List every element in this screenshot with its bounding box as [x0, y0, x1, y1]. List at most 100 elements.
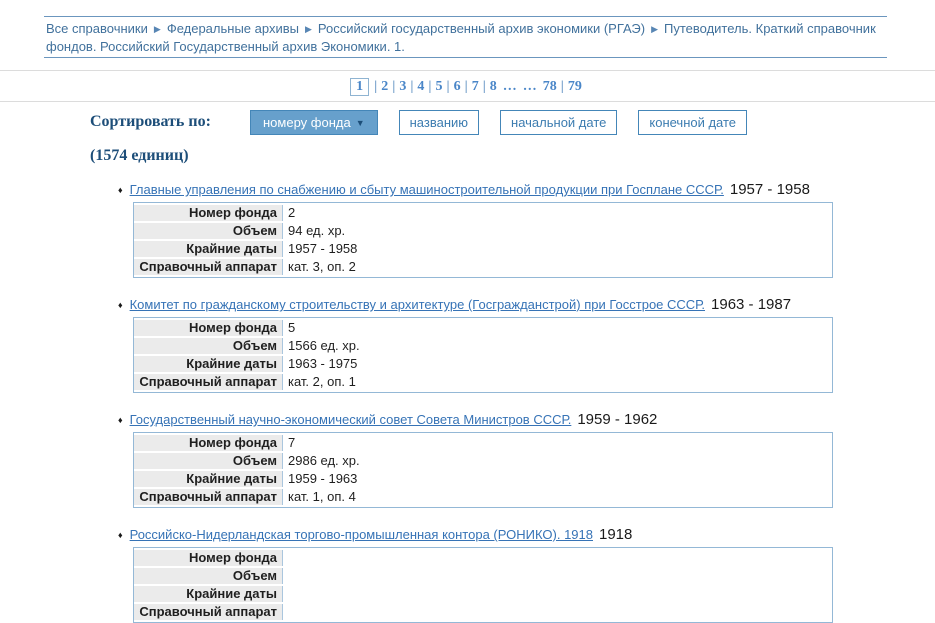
reference-apparatus-value: кат. 2, оп. 1 — [288, 374, 356, 389]
table-row: Объем — [134, 568, 832, 584]
fond-dates: 1957 - 1958 — [729, 181, 810, 198]
volume-label: Объем — [134, 568, 283, 584]
table-row: Справочный аппарат кат. 1, оп. 4 — [134, 489, 832, 505]
pagination: 1 | 2 | 3 | 4 | 5 | 6 | 7 | 8…… 78 | 79 — [0, 71, 935, 101]
sort-by-start-date-button[interactable]: начальной дате — [500, 109, 618, 135]
table-row: Справочный аппарат кат. 3, оп. 2 — [134, 259, 832, 275]
table-row: Крайние даты 1957 - 1958 — [134, 241, 832, 257]
breadcrumb-arrow-icon: ▶ — [651, 24, 658, 34]
pagination-separator: | — [410, 79, 414, 94]
fond-details-table: Номер фонда 7 Объем 2986 ед. хр. Крайние д… — [133, 432, 833, 508]
pagination-separator: | — [374, 79, 378, 94]
table-row: Объем 94 ед. хр. — [134, 223, 832, 239]
fond-title-row: ♦ Комитет по гражданскому строительству и… — [118, 297, 935, 313]
sort-by-fond-number-label: номеру фонда — [263, 114, 351, 130]
reference-apparatus-label: Справочный аппарат — [134, 259, 283, 275]
fond-number-label: Номер фонда — [134, 550, 283, 566]
reference-apparatus-value: кат. 3, оп. 2 — [288, 259, 356, 274]
pagination-page-4[interactable]: 4 — [417, 79, 425, 94]
fond-title-link[interactable]: Государственный научно-экономический сов… — [129, 412, 572, 427]
pagination-page-79[interactable]: 79 — [567, 79, 582, 94]
fond-number-value: 7 — [288, 435, 296, 450]
volume-label: Объем — [134, 223, 283, 239]
diamond-bullet-icon: ♦ — [118, 530, 123, 540]
table-row: Номер фонда 7 — [134, 435, 832, 451]
date-range-value: 1963 - 1975 — [288, 356, 358, 371]
breadcrumb-link-all-directories[interactable]: Все справочники — [46, 21, 148, 36]
volume-label: Объем — [134, 453, 283, 469]
breadcrumb-current-page: Путеводитель. Краткий справочник фондов.… — [46, 21, 876, 54]
pagination-separator: | — [446, 79, 450, 94]
sort-by-title-button[interactable]: названию — [398, 109, 480, 135]
pagination-page-8[interactable]: 8 — [489, 79, 497, 94]
fond-number-value — [283, 550, 832, 566]
table-row: Объем 2986 ед. хр. — [134, 453, 832, 469]
pagination-page-78[interactable]: 78 — [542, 79, 557, 94]
table-row: Номер фонда 5 — [134, 320, 832, 336]
breadcrumb-arrow-icon: ▶ — [153, 24, 161, 34]
fond-number-label: Номер фонда — [134, 320, 283, 336]
diamond-bullet-icon: ♦ — [118, 300, 123, 310]
pagination-current-page: 1 — [350, 78, 370, 96]
fond-details-table: Номер фонда 2 Объем 94 ед. хр. Крайние дат… — [133, 202, 833, 278]
pagination-page-5[interactable]: 5 — [435, 79, 443, 94]
fond-number-value: 2 — [288, 205, 296, 220]
diamond-bullet-icon: ♦ — [118, 185, 123, 195]
volume-value: 94 ед. хр. — [288, 223, 346, 238]
divider-line — [0, 101, 935, 102]
fond-number-value: 5 — [288, 320, 296, 335]
chevron-down-icon: ▼ — [355, 117, 365, 128]
fond-dates: 1959 - 1962 — [577, 411, 658, 428]
results-count: (1574 единиц) — [90, 147, 189, 164]
pagination-ellipsis: … — [502, 79, 517, 94]
reference-apparatus-value — [283, 604, 832, 620]
date-range-label: Крайние даты — [134, 356, 283, 372]
table-row: Крайние даты — [134, 586, 832, 602]
fond-title-link[interactable]: Российско-Нидерландская торгово-промышле… — [129, 527, 593, 542]
fond-number-label: Номер фонда — [134, 435, 283, 451]
pagination-separator: | — [482, 79, 486, 94]
reference-apparatus-label: Справочный аппарат — [134, 604, 283, 620]
reference-apparatus-label: Справочный аппарат — [134, 374, 283, 390]
fond-title-link[interactable]: Главные управления по снабжению и сбыту … — [129, 182, 724, 197]
breadcrumb: Все справочники ▶ Федеральные архивы ▶ Росси… — [44, 16, 887, 58]
fond-title-row: ♦ Главные управления по снабжению и сбыту… — [118, 182, 935, 198]
volume-label: Объем — [134, 338, 283, 354]
reference-apparatus-label: Справочный аппарат — [134, 489, 283, 505]
date-range-label: Крайние даты — [134, 241, 283, 257]
date-range-value: 1959 - 1963 — [288, 471, 358, 486]
date-range-label: Крайние даты — [134, 471, 283, 487]
pagination-page-6[interactable]: 6 — [453, 79, 461, 94]
breadcrumb-link-rgae[interactable]: Российский государственный архив экономи… — [317, 21, 646, 36]
breadcrumb-link-federal-archives[interactable]: Федеральные архивы — [166, 21, 299, 36]
table-row: Справочный аппарат кат. 2, оп. 1 — [134, 374, 832, 390]
volume-value: 1566 ед. хр. — [288, 338, 360, 353]
fond-title-link[interactable]: Комитет по гражданскому строительству и … — [129, 297, 706, 312]
table-row: Справочный аппарат — [134, 604, 832, 620]
date-range-label: Крайние даты — [134, 586, 283, 602]
pagination-page-2[interactable]: 2 — [381, 79, 389, 94]
pagination-page-7[interactable]: 7 — [471, 79, 479, 94]
date-range-value — [283, 586, 832, 602]
divider-line — [0, 70, 935, 71]
diamond-bullet-icon: ♦ — [118, 415, 123, 425]
table-row: Крайние даты 1963 - 1975 — [134, 356, 832, 372]
pagination-separator: | — [392, 79, 396, 94]
fond-item: ♦ Комитет по гражданскому строительству и… — [118, 297, 935, 393]
fond-item: ♦ Государственный научно-экономический со… — [118, 412, 935, 508]
pagination-separator: | — [560, 79, 564, 94]
pagination-page-3[interactable]: 3 — [399, 79, 407, 94]
fond-title-row: ♦ Российско-Нидерландская торгово-промышл… — [118, 527, 935, 543]
pagination-ellipsis: … — [522, 79, 537, 94]
fond-item: ♦ Российско-Нидерландская торгово-промышл… — [118, 527, 935, 623]
fond-details-table: Номер фонда 5 Объем 1566 ед. хр. Крайние д… — [133, 317, 833, 393]
fond-title-row: ♦ Государственный научно-экономический со… — [118, 412, 935, 428]
fond-item: ♦ Главные управления по снабжению и сбыту… — [118, 182, 935, 278]
table-row: Номер фонда 2 — [134, 205, 832, 221]
sort-by-label: Сортировать по: — [90, 113, 211, 130]
sort-by-end-date-button[interactable]: конечной дате — [638, 109, 748, 135]
fond-dates: 1963 - 1987 — [711, 296, 792, 313]
volume-value — [283, 568, 832, 584]
fond-details-table: Номер фонда Объем Крайние даты Справочны… — [133, 547, 833, 623]
sort-by-fond-number-button[interactable]: номеру фонда ▼ — [250, 109, 378, 135]
